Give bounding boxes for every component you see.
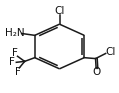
- Text: F: F: [15, 67, 21, 77]
- Text: F: F: [12, 48, 18, 58]
- Text: Cl: Cl: [54, 6, 65, 16]
- Text: F: F: [9, 57, 15, 67]
- Text: O: O: [93, 67, 101, 77]
- Text: H₂N: H₂N: [5, 28, 25, 39]
- Text: Cl: Cl: [105, 47, 116, 57]
